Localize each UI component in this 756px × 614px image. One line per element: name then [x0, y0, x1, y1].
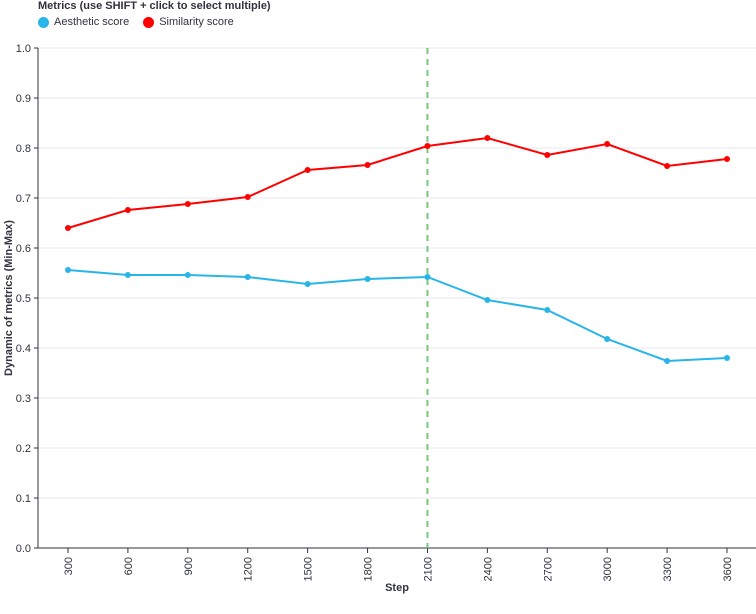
data-point [424, 143, 431, 149]
y-tick-label: 0.3 [16, 393, 31, 405]
data-point [544, 307, 551, 313]
data-point [244, 274, 251, 280]
y-tick-label: 0.8 [16, 143, 31, 155]
y-tick-label: 0.5 [16, 293, 31, 305]
data-point [544, 152, 551, 158]
legend-title: Metrics (use SHIFT + click to select mul… [38, 0, 271, 12]
x-tick-label: 3600 [722, 557, 734, 581]
aesthetic-dot-icon [38, 16, 49, 28]
x-axis-label: Step [385, 582, 409, 594]
x-tick-label: 600 [123, 557, 135, 575]
data-point [724, 355, 730, 361]
x-tick-label: 300 [63, 557, 75, 575]
series-line-aesthetic-score [67, 269, 728, 363]
y-axis-label: Dynamic of metrics (Min-Max) [3, 220, 15, 376]
data-point [424, 274, 431, 280]
y-tick-label: 0.9 [16, 93, 31, 105]
y-tick-label: 0.6 [16, 243, 31, 255]
x-tick-label: 2100 [422, 557, 434, 581]
x-tick-label: 900 [183, 557, 195, 575]
x-tick-label: 2700 [542, 557, 554, 581]
x-tick-label: 3300 [662, 557, 674, 581]
y-tick-label: 0.0 [16, 543, 31, 555]
data-point [364, 276, 371, 282]
y-tick-label: 0.7 [16, 193, 31, 205]
legend-item-similarity[interactable]: Similarity score [143, 16, 234, 28]
legend: Aesthetic score Similarity score [38, 16, 234, 28]
data-point [484, 297, 491, 303]
x-tick-label: 3000 [602, 557, 614, 581]
data-point [65, 267, 71, 273]
data-point [604, 141, 611, 147]
data-point [664, 358, 671, 364]
data-point [244, 194, 251, 200]
x-tick-label: 1500 [303, 557, 315, 581]
data-point [484, 135, 491, 141]
legend-label-similarity: Similarity score [159, 16, 234, 28]
y-tick-label: 0.2 [16, 443, 31, 455]
data-point [724, 156, 730, 162]
y-tick-label: 0.1 [16, 493, 31, 505]
x-tick-label: 2400 [482, 557, 494, 581]
data-point [364, 162, 371, 168]
legend-label-aesthetic: Aesthetic score [54, 16, 130, 28]
data-point [124, 272, 131, 278]
x-tick-label: 1800 [363, 557, 375, 581]
data-point [184, 272, 191, 278]
data-point [304, 281, 311, 287]
data-point [124, 207, 131, 213]
y-tick-label: 0.4 [16, 343, 31, 355]
series-line-similarity-score [67, 136, 728, 229]
legend-item-aesthetic[interactable]: Aesthetic score [38, 16, 129, 28]
y-tick-label: 1.0 [16, 43, 31, 55]
data-point [184, 201, 191, 207]
similarity-dot-icon [143, 16, 155, 28]
x-tick-label: 1200 [243, 557, 255, 581]
data-point [65, 225, 71, 231]
data-point [664, 163, 671, 169]
data-point [304, 167, 311, 173]
data-point [604, 336, 611, 342]
